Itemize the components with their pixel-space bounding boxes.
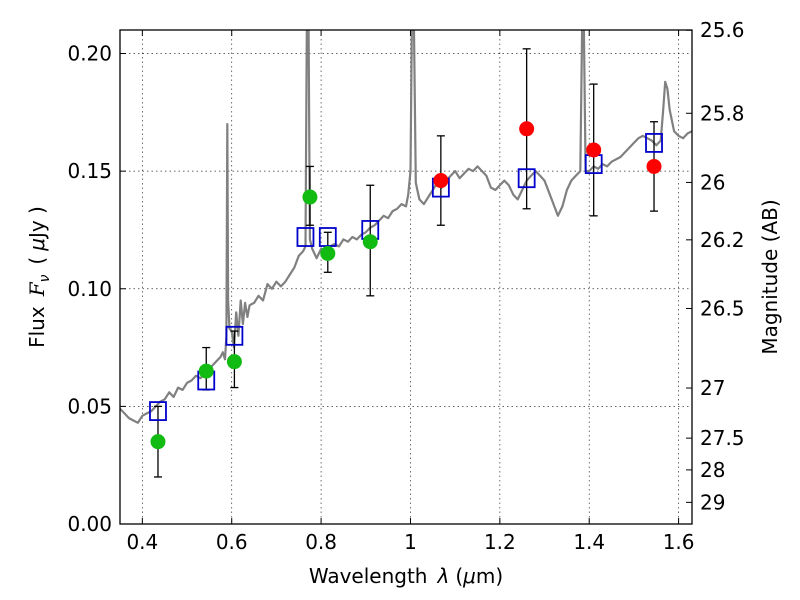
x-tick-label-1: 0.6: [216, 530, 248, 554]
x-tick-label-6: 1.6: [663, 530, 695, 554]
y2-tick-label-4: 26.5: [700, 297, 745, 321]
y-tick-label-2: 0.10: [67, 277, 112, 301]
model-spectrum-line: [120, 30, 692, 424]
x-tick-label-0: 0.4: [126, 530, 158, 554]
observed-green-point-0: [150, 434, 166, 450]
observed-green-point-5: [362, 234, 378, 250]
y-axis-label: FluxFν(μJy ): [25, 206, 53, 348]
y-tick-label-1: 0.05: [67, 394, 112, 418]
y2-tick-label-0: 25.6: [700, 18, 745, 42]
y-tick-label-3: 0.15: [67, 159, 112, 183]
y2-tick-label-3: 26.2: [700, 228, 745, 252]
y2-tick-label-8: 29: [700, 490, 725, 514]
x-axis-label: Wavelength λ (μm): [309, 564, 503, 588]
x-tick-label-4: 1.2: [484, 530, 516, 554]
observed-green-point-2: [226, 354, 242, 370]
plot-frame: [119, 29, 693, 525]
observed-red-point-2: [586, 142, 602, 158]
y2-axis-label: Magnitude (AB): [758, 199, 782, 354]
y2-tick-label-1: 25.8: [700, 101, 745, 125]
axis-ticks: 0.4 0.6 0.8 1 1.2 1.4 1.6 0.00 0.05 0.10 0.15 0.20 2…: [67, 18, 744, 554]
x-tick-label-2: 0.8: [305, 530, 337, 554]
observed-green-point-4: [320, 245, 336, 261]
model-point-2: [225, 325, 244, 346]
observed-red-point-3: [646, 158, 662, 174]
observed-red-point-0: [433, 173, 449, 189]
observed-red-point-1: [519, 121, 535, 137]
plot-area: [120, 30, 692, 478]
model-point-7: [517, 168, 536, 189]
model-point-9: [645, 133, 663, 153]
model-point-3: [296, 227, 315, 247]
y-tick-label-4: 0.20: [67, 42, 112, 66]
y2-tick-label-5: 27: [700, 376, 725, 400]
x-tick-label-3: 1: [404, 530, 417, 554]
y2-tick-label-2: 26: [700, 170, 725, 194]
observed-green-point-1: [198, 363, 214, 379]
observed-green-point-3: [302, 189, 318, 205]
grid: [120, 30, 692, 525]
y2-tick-label-6: 27.5: [700, 426, 745, 450]
x-tick-label-5: 1.4: [573, 530, 605, 554]
model-point-0: [149, 401, 167, 421]
y-tick-label-0: 0.00: [67, 512, 112, 536]
spectrum-group: [120, 30, 692, 478]
y2-tick-label-7: 28: [700, 458, 725, 482]
